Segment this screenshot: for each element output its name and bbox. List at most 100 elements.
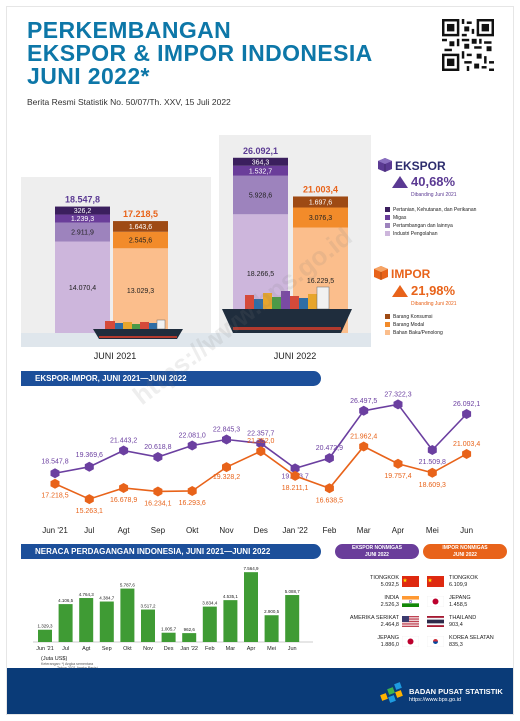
- point-ekspor-2: [119, 445, 129, 456]
- impor-nonmigas-jepang: JEPANG 1.458,5: [449, 595, 511, 609]
- x-tick-label-11: Mei: [426, 526, 439, 535]
- neraca-bar-10: [244, 572, 258, 642]
- ekspor-segment-label-migas-0: 1.239,3: [71, 216, 94, 223]
- country-name: TIONGKOK: [369, 575, 399, 581]
- impor-up-arrow-icon: [392, 285, 408, 297]
- neraca-value-label-6: 1.005,7: [161, 627, 177, 632]
- neraca-x-label-6: Des: [164, 646, 174, 652]
- impor-total-label-1: 21.003,4: [303, 184, 338, 194]
- country-name: TIONGKOK: [449, 575, 479, 581]
- impor-segment-label-barang-modal-1: 3.076,3: [309, 215, 332, 222]
- legend-label: Bahan Baku/Penolong: [393, 330, 443, 336]
- ekspor-total-label-1: 26.092,1: [243, 146, 278, 156]
- data-label-impor-12: 21.003,4: [453, 441, 480, 448]
- neraca-value-label-12: 5.088,7: [285, 589, 301, 594]
- qr-code-icon: [442, 19, 494, 71]
- neraca-x-label-10: Apr: [247, 646, 256, 652]
- impor-segment-label-barang-konsumsi-1: 1.697,6: [309, 199, 332, 206]
- data-label-ekspor-12: 26.092,1: [453, 401, 480, 408]
- legend-swatch: [385, 207, 390, 212]
- subtitle: Berita Resmi Statistik No. 50/07/Th. XXV…: [27, 97, 231, 107]
- ekspor-segment-label-migas-1: 1.532,7: [249, 168, 272, 175]
- point-impor-10: [393, 458, 403, 469]
- ekspor-up-arrow-icon: [392, 176, 408, 188]
- title-line-1: PERKEMBANGAN: [27, 17, 232, 43]
- country-name: INDIA: [384, 595, 399, 601]
- point-ekspor-3: [153, 451, 163, 462]
- legend-item-pertanian-kehutanan-dan-perikanan: Pertanian, Kehutanan, dan Perikanan: [385, 207, 476, 214]
- impor-segment-label-barang-modal-0: 2.545,6: [129, 238, 152, 245]
- ekspor-nonmigas-jepang: JEPANG 1.886,0: [319, 635, 399, 649]
- legend-swatch: [385, 231, 390, 236]
- country-name: THAILAND: [449, 615, 477, 621]
- x-tick-label-12: Jun: [460, 526, 473, 535]
- country-value: 6.109,9: [449, 582, 468, 588]
- legend-label: Barang Konsumsi: [393, 314, 433, 320]
- point-impor-12: [462, 448, 472, 459]
- country-name: KOREA SELATAN: [449, 635, 494, 641]
- neraca-x-label-0: Jun '21: [36, 646, 54, 652]
- x-tick-label-2: Agt: [118, 526, 131, 535]
- data-label-impor-2: 16.678,9: [110, 497, 137, 504]
- neraca-value-label-11: 2.900,5: [264, 609, 280, 614]
- legend-item-bahan-baku-penolong: Bahan Baku/Penolong: [385, 330, 443, 337]
- point-ekspor-1: [84, 461, 94, 472]
- ekspor-segment-label-industri-pengolahan-1: 18.266,5: [247, 271, 274, 278]
- neraca-x-label-1: Jul: [62, 646, 69, 652]
- neraca-x-label-3: Sep: [102, 646, 112, 652]
- data-label-impor-1: 15.263,1: [76, 508, 103, 515]
- neraca-value-label-10: 7.564,9: [243, 566, 259, 571]
- impor-bar-barang-modal-1: [293, 207, 348, 228]
- neraca-value-label-2: 4.764,3: [79, 592, 95, 597]
- impor-bar-barang-konsumsi-1: [293, 196, 348, 208]
- country-value: 1.458,5: [449, 602, 468, 608]
- data-label-impor-11: 18.609,3: [419, 482, 446, 489]
- neraca-unit: (Juta US$): [41, 656, 67, 662]
- ekspor-nonmigas-amerika-serikat: AMERIKA SERIKAT 2.464,8: [319, 615, 399, 629]
- neraca-bar-4: [120, 588, 135, 642]
- point-ekspor-7: [290, 463, 300, 474]
- cargo-ship-2022-icon: [222, 286, 352, 333]
- line-chart-title: EKSPOR-IMPOR, JUNI 2021—JUNI 2022: [21, 371, 321, 386]
- point-ekspor-6: [256, 438, 266, 449]
- data-label-impor-7: 18.211,1: [282, 485, 309, 492]
- footer-bar: [7, 668, 513, 714]
- flag-tiongkok-icon: [402, 576, 419, 587]
- neraca-x-label-8: Feb: [205, 646, 214, 652]
- data-label-ekspor-9: 26.497,5: [350, 398, 377, 405]
- x-tick-label-4: Okt: [186, 526, 199, 535]
- country-name: JEPANG: [377, 635, 399, 641]
- neraca-bar-5: [141, 609, 155, 642]
- data-label-ekspor-6: 22.357,7: [247, 430, 274, 437]
- legend-label: Barang Modal: [393, 322, 425, 328]
- country-name: JEPANG: [449, 595, 471, 601]
- neraca-bar-3: [99, 601, 114, 642]
- flag-thailand-icon: [427, 616, 444, 627]
- x-tick-label-3: Sep: [151, 526, 166, 535]
- ekspor-segment-label-pertambangan-dan-lainnya-0: 2.911,9: [71, 230, 94, 237]
- cargo-ship-2021-icon: [93, 319, 183, 339]
- ekspor-bar-migas-1: [233, 165, 288, 176]
- point-impor-2: [119, 482, 129, 493]
- ekspor-segment-label-industri-pengolahan-0: 14.070,4: [69, 285, 96, 292]
- country-value: 2.464,8: [380, 622, 399, 628]
- legend-item-migas: Migas: [385, 215, 406, 222]
- ekspor-nonmigas-india: INDIA 2.526,3: [319, 595, 399, 609]
- point-ekspor-4: [187, 440, 197, 451]
- point-impor-5: [222, 462, 231, 473]
- neraca-bar-1: [58, 604, 73, 642]
- neraca-value-label-3: 4.384,7: [99, 596, 115, 601]
- legend-swatch: [385, 215, 390, 220]
- ekspor-bar-industri-pengolahan-0: [55, 241, 110, 333]
- title-line-3: JUNI 2022*: [27, 63, 150, 89]
- page-title: PERKEMBANGAN EKSPOR & IMPOR INDONESIA JU…: [27, 19, 373, 88]
- ekspor-bar-pertanian-kehutanan-dan-perikanan-0: [55, 206, 110, 215]
- data-label-ekspor-11: 21.509,8: [419, 459, 446, 466]
- point-ekspor-9: [359, 405, 369, 416]
- ekspor-bar-pertambangan-dan-lainnya-1: [233, 175, 288, 215]
- category-label-juni-2022: JUNI 2022: [274, 351, 317, 361]
- flag-amerika-serikat-icon: [402, 616, 419, 627]
- data-label-ekspor-8: 20.472,9: [316, 445, 343, 452]
- legend-item-industri-pengolahan: Industri Pengolahan: [385, 231, 437, 238]
